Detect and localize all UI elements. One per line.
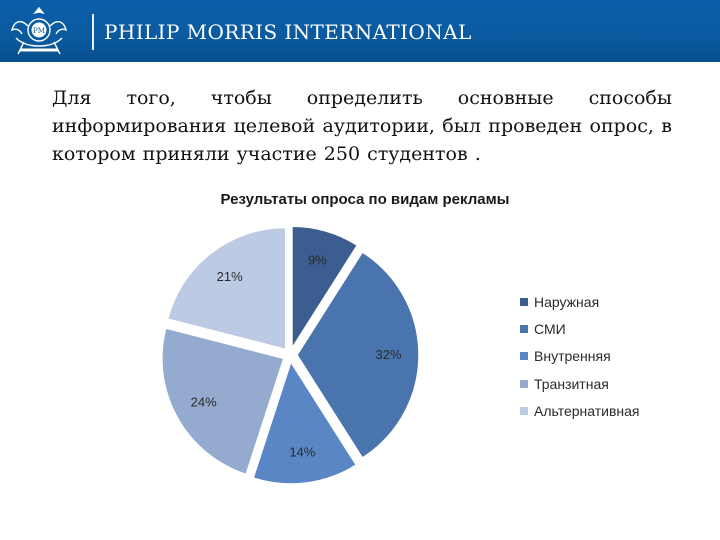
chart-legend: Наружная СМИ Внутренняя Транзитная Альтернат…: [520, 288, 710, 425]
intro-paragraph: Для того, чтобы определить основные спос…: [52, 87, 672, 165]
legend-swatch: [520, 379, 528, 388]
brand-name: PHILIP MORRIS INTERNATIONAL: [104, 20, 472, 44]
pie-slice-1: [291, 225, 359, 351]
pie-slice-label-1: 9%: [308, 252, 327, 267]
pie-slice-5: [166, 226, 287, 351]
legend-swatch: [520, 352, 528, 361]
legend-label: Альтернативная: [534, 403, 640, 420]
pie-slice-label-4: 24%: [191, 394, 217, 409]
legend-swatch: [520, 325, 528, 334]
legend-swatch: [520, 407, 528, 416]
svg-text:PM: PM: [33, 27, 45, 35]
legend-swatch: [520, 297, 528, 306]
chart-title: Результаты опроса по видам рекламы: [220, 191, 510, 208]
pie-slice-2: [296, 250, 420, 460]
legend-item-4: Транзитная: [520, 370, 710, 397]
pmi-crest-logo-icon: PM: [10, 6, 68, 55]
header-divider: [92, 14, 94, 50]
header-bar: PM PHILIP MORRIS INTERNATIONAL: [0, 0, 720, 62]
legend-item-3: Внутренняя: [520, 343, 710, 370]
pie-slice-label-5: 21%: [217, 269, 243, 284]
pie-slice-3: [252, 360, 358, 485]
pie-chart: 9% 32% 14% 24% 21%: [161, 225, 420, 485]
legend-label: СМИ: [534, 321, 566, 338]
legend-item-5: Альтернативная: [520, 398, 710, 425]
legend-item-1: Наружная: [520, 288, 710, 315]
pie-slice-label-2: 32%: [375, 347, 401, 362]
legend-label: Транзитная: [534, 375, 609, 392]
legend-label: Наружная: [534, 293, 600, 310]
legend-label: Внутренняя: [534, 348, 611, 365]
pie-slice-label-3: 14%: [289, 445, 315, 460]
legend-item-2: СМИ: [520, 315, 710, 342]
pie-slice-4: [161, 327, 285, 476]
